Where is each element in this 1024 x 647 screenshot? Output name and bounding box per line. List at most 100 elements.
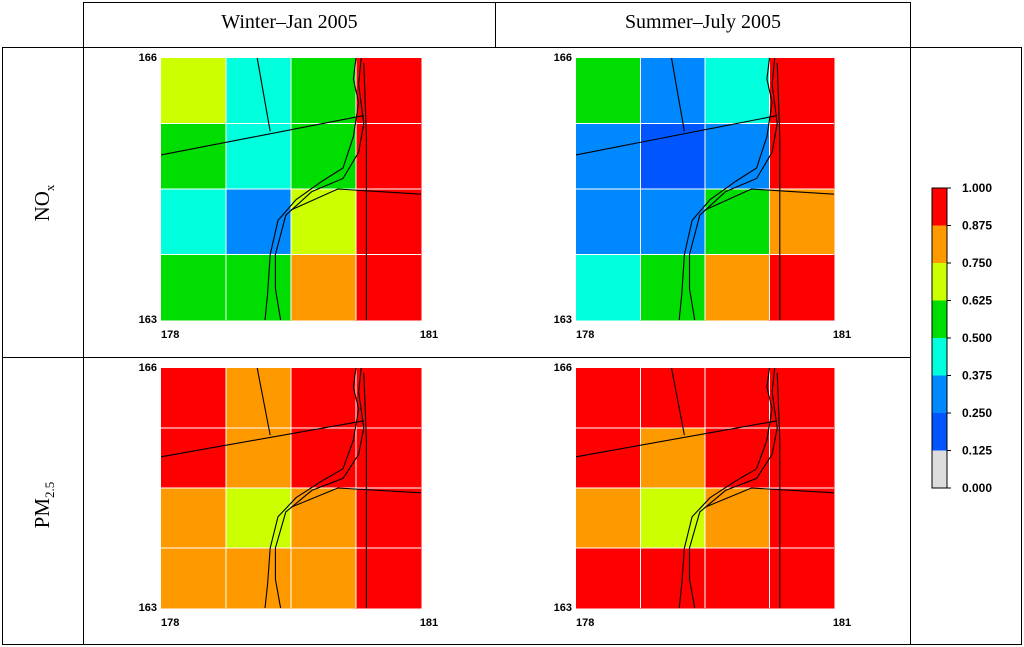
heatmap-cell (291, 368, 357, 429)
colorbar-tick-label: 0.500 (962, 331, 992, 345)
boundary-line (274, 367, 365, 609)
y-tick-label-top: 166 (139, 362, 157, 374)
heatmap-cell (161, 254, 227, 321)
y-tick-label-bottom: 163 (139, 602, 157, 614)
boundary-line (704, 487, 835, 508)
boundary-line (704, 188, 835, 211)
boundary-line (575, 115, 778, 156)
boundary-line (264, 57, 360, 321)
heatmap-cell (161, 488, 227, 549)
heatmap-cell (705, 254, 770, 321)
heatmap-cell (705, 58, 770, 124)
y-tick-label-top: 166 (139, 52, 157, 64)
colorbar-bin (932, 263, 947, 301)
x-tick-label-left: 178 (161, 329, 179, 341)
boundary-line (678, 367, 773, 609)
heatmap-cell (291, 548, 357, 609)
heatmap-cell (640, 548, 706, 609)
heatmap-cell (640, 189, 706, 255)
y-tick-label-bottom: 163 (554, 602, 572, 614)
heatmap-cell (576, 123, 641, 190)
boundary-line (363, 372, 367, 608)
heatmap-cell (226, 548, 292, 609)
x-tick-label-left: 178 (576, 329, 594, 341)
heatmap-cell (576, 368, 641, 429)
colorbar-tick-label: 0.125 (962, 444, 992, 458)
heatmap-cell (161, 548, 227, 609)
column-title-summer: Summer–July 2005 (624, 11, 782, 33)
colorbar-tick-label: 0.625 (962, 294, 992, 308)
heatmap-cell (226, 428, 292, 489)
boundary-line (256, 57, 271, 132)
x-tick-label-left: 178 (576, 617, 594, 629)
y-tick-label-bottom: 163 (139, 314, 157, 326)
heatmap-cell (640, 428, 706, 489)
heatmap-cell (161, 58, 227, 124)
boundary-line (363, 63, 367, 320)
colorbar-bin (932, 338, 947, 376)
column-title-winter: Winter–Jan 2005 (221, 11, 358, 33)
heatmap-cell (291, 123, 357, 190)
heatmap-cell (769, 368, 835, 429)
boundary-line (688, 57, 778, 321)
heatmap-cell (291, 254, 357, 321)
heatmap-cell (356, 368, 422, 429)
heatmap-panel: 166 163 178 181 (554, 52, 852, 341)
boundary-line (264, 367, 360, 609)
heatmap-cell (161, 368, 227, 429)
heatmap-cell (226, 123, 292, 190)
heatmap-cell (291, 428, 357, 489)
colorbar-bin (932, 413, 947, 451)
heatmap-cell (356, 58, 422, 124)
boundary-line (776, 63, 781, 320)
colorbar-bin (932, 375, 947, 413)
colorbar-bin (932, 225, 947, 263)
heatmap-cell (226, 254, 292, 321)
boundary-line (670, 367, 685, 436)
heatmap-cell (576, 254, 641, 321)
y-tick-label-top: 166 (554, 362, 572, 374)
boundary-line (670, 57, 685, 132)
heatmap-cell (226, 189, 292, 255)
colorbar-tick-label: 0.375 (962, 369, 992, 383)
heatmap-cell (576, 189, 641, 255)
plot-divider-row (83, 357, 911, 358)
heatmap-cell (161, 123, 227, 190)
boundary-line (160, 115, 364, 156)
boundary-line (575, 420, 778, 458)
heatmap-cell (576, 488, 641, 549)
heatmap-cell (576, 548, 641, 609)
heatmap-cell (576, 58, 641, 124)
colorbar-tick-label: 0.750 (962, 256, 992, 270)
boundary-line (160, 420, 364, 458)
heatmap-cell (640, 254, 706, 321)
x-tick-label-right: 181 (833, 617, 851, 629)
heatmap-cell (640, 488, 706, 549)
heatmap-cell (161, 428, 227, 489)
colorbar-tick-label: 0.875 (962, 219, 992, 233)
x-tick-label-right: 181 (420, 617, 438, 629)
heatmap-cell (705, 123, 770, 190)
x-tick-label-right: 181 (420, 329, 438, 341)
y-tick-label-top: 166 (554, 52, 572, 64)
boundary-line (678, 57, 773, 321)
heatmap-cell (226, 488, 292, 549)
colorbar-cell (910, 47, 1022, 645)
heatmap-cell (705, 548, 770, 609)
heatmap-cell (291, 58, 357, 124)
colorbar-tick-label: 0.000 (962, 481, 992, 495)
heatmap-cell (576, 428, 641, 489)
colorbar-tick-label: 0.250 (962, 406, 992, 420)
heatmap-cell (705, 368, 770, 429)
colorbar-bin (932, 188, 947, 226)
heatmap-cell (769, 58, 835, 124)
colorbar-bin (932, 450, 947, 488)
heatmap-panel: 166 163 178 181 (554, 362, 852, 629)
y-tick-label-bottom: 163 (554, 314, 572, 326)
heatmap-cell (161, 189, 227, 255)
boundary-line (776, 372, 781, 608)
x-tick-label-left: 178 (161, 617, 179, 629)
boundary-line (256, 367, 271, 436)
